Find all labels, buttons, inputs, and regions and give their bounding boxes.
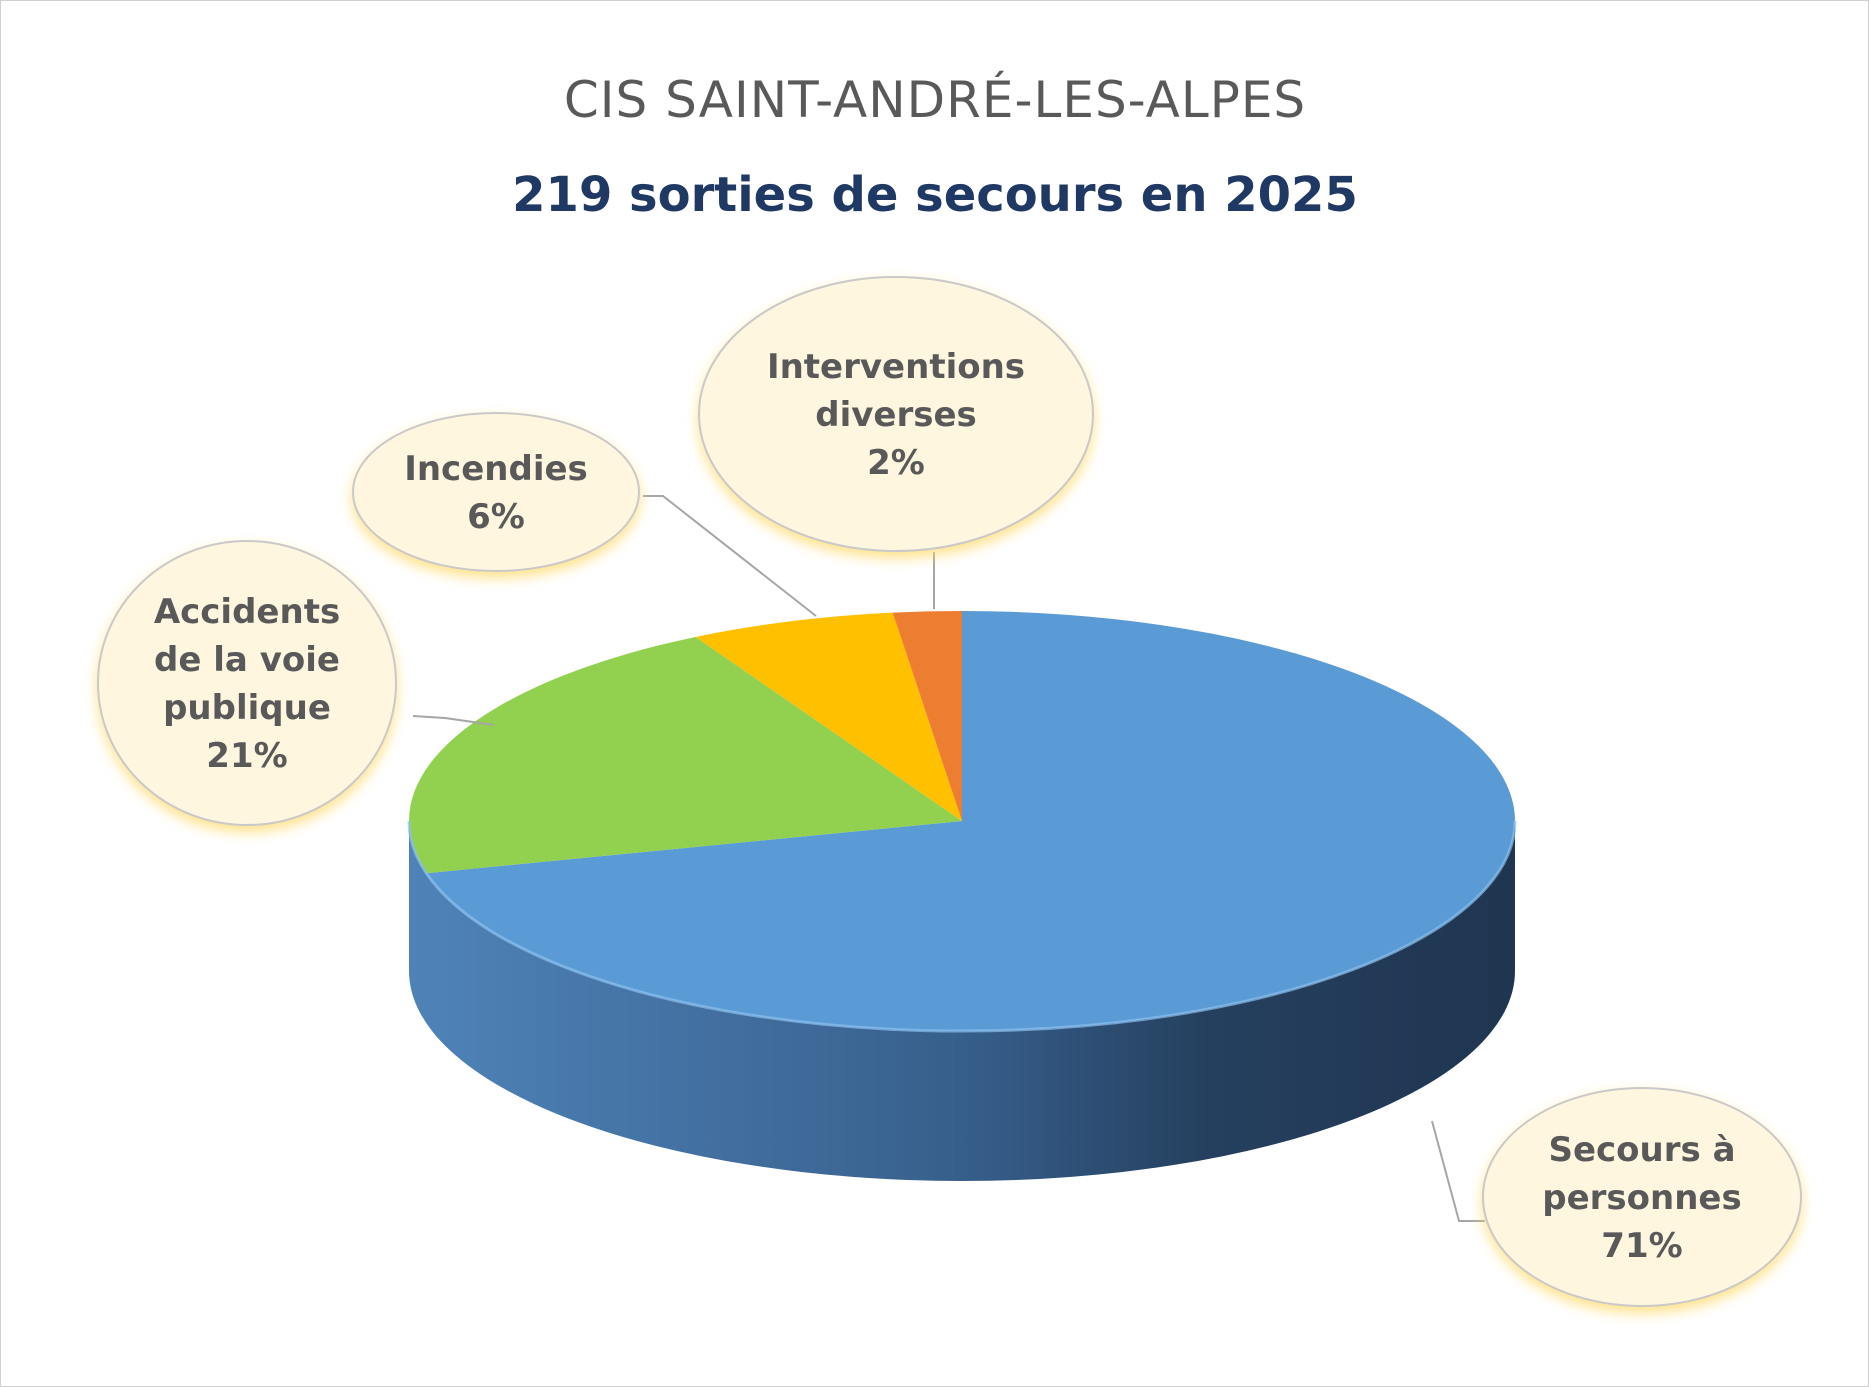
- pie-side-wall: [409, 821, 1515, 1181]
- data-label-text-1: Secours à: [1548, 1130, 1735, 1170]
- callout-bubble-3: [352, 412, 640, 572]
- data-labels: Secours à personnes 71% Accidents de la voie…: [97, 276, 1802, 1312]
- data-label-text-4: Interventions: [767, 347, 1025, 387]
- pie-slice-2: [408, 636, 962, 874]
- data-label-pct-1: 71%: [1601, 1226, 1682, 1266]
- callout-bubble-2: [97, 540, 397, 826]
- data-label-pct-4: 2%: [867, 443, 925, 483]
- pie-top: [407, 611, 1517, 1033]
- chart-subtitle: 219 sorties de secours en 2025: [512, 167, 1358, 223]
- pie-side-wall-face: [409, 821, 1515, 1181]
- data-label-text-3: Incendies: [404, 449, 588, 489]
- data-label-pct-3: 6%: [467, 497, 525, 537]
- data-label-text-2: publique: [163, 688, 331, 728]
- data-label-pct-2: 21%: [206, 736, 287, 776]
- data-label-text-4: diverses: [815, 395, 977, 435]
- pie-slice-1: [426, 611, 1515, 1032]
- callout-bubble-1: [1482, 1087, 1802, 1307]
- chart-title: CIS SAINT-ANDRÉ-LES-ALPES: [564, 70, 1306, 129]
- leader-line-3: [643, 495, 817, 617]
- leader-line-1: [1431, 1120, 1485, 1222]
- pie-rim-highlight: [407, 820, 1517, 1033]
- leader-lines: [412, 495, 1485, 1222]
- callout-bubble-4: [698, 276, 1094, 552]
- leader-line-2: [412, 715, 495, 726]
- pie-slice-3: [695, 612, 962, 821]
- data-label-text-2: de la voie: [154, 640, 340, 680]
- pie-slice-4: [892, 611, 962, 821]
- data-label-text-1: personnes: [1542, 1178, 1741, 1218]
- data-label-text-2: Accidents: [154, 592, 340, 632]
